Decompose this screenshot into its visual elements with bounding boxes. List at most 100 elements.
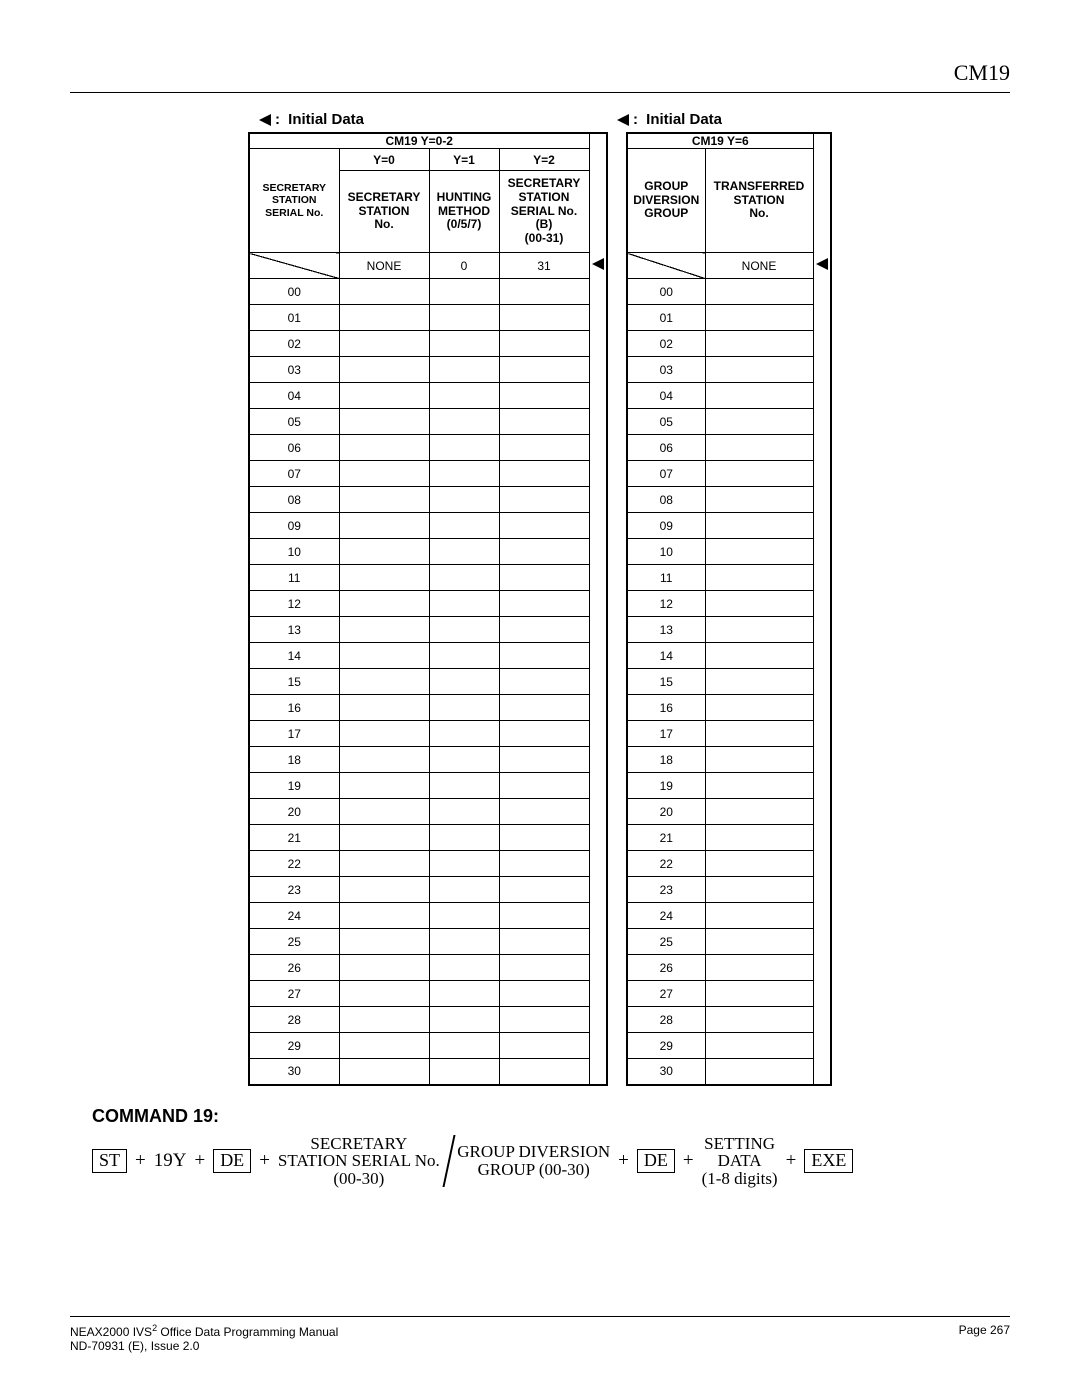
col-header: HUNTINGMETHOD(0/5/7) [429, 171, 499, 253]
table-row: 06 [627, 435, 831, 461]
default-row: NONE [627, 253, 831, 279]
plus-sign: + [786, 1150, 797, 1172]
page-code: CM19 [70, 60, 1010, 86]
table-row: 01 [627, 305, 831, 331]
table-row: 10 [249, 539, 607, 565]
table-row: 26 [249, 955, 607, 981]
table-row: 04 [249, 383, 607, 409]
table-row: 24 [249, 903, 607, 929]
table-row: 05 [627, 409, 831, 435]
table-row: 25 [627, 929, 831, 955]
table-row: 05 [249, 409, 607, 435]
setting-stack: SETTING DATA (1-8 digits) [702, 1135, 778, 1189]
header-rule [70, 92, 1010, 93]
table-row: 06 [249, 435, 607, 461]
table-row: 26 [627, 955, 831, 981]
page-number: Page 267 [959, 1323, 1010, 1353]
table-row: 20 [627, 799, 831, 825]
table-row: 12 [627, 591, 831, 617]
table-row: 13 [249, 617, 607, 643]
table-row: 22 [249, 851, 607, 877]
table-row: 00 [627, 279, 831, 305]
table-row: 14 [627, 643, 831, 669]
table-row: 18 [627, 747, 831, 773]
table-row: 00 [249, 279, 607, 305]
table-row: 08 [627, 487, 831, 513]
key-st: ST [92, 1149, 127, 1173]
key-de: DE [637, 1149, 675, 1173]
initial-data-label-right: Initial Data [646, 111, 722, 128]
table-row: 10 [627, 539, 831, 565]
table-row: 02 [627, 331, 831, 357]
col-header: TRANSFERREDSTATIONNo. [705, 149, 813, 253]
table-row: 17 [249, 721, 607, 747]
table-row: 15 [627, 669, 831, 695]
arrow-left-icon [617, 114, 629, 126]
plus-sign: + [618, 1150, 629, 1172]
table-row: 15 [249, 669, 607, 695]
table-row: 17 [627, 721, 831, 747]
table-row: 04 [627, 383, 831, 409]
table-row: 09 [627, 513, 831, 539]
y0-header: Y=0 [339, 149, 429, 171]
table-row: 30 [627, 1059, 831, 1085]
table-row: 20 [249, 799, 607, 825]
y19: 19Y [154, 1150, 187, 1172]
key-exe: EXE [804, 1149, 853, 1173]
arrow-left-icon [259, 114, 271, 126]
table-row: 14 [249, 643, 607, 669]
table-row: 24 [627, 903, 831, 929]
table-row: 18 [249, 747, 607, 773]
table-row: 08 [249, 487, 607, 513]
table-row: 03 [627, 357, 831, 383]
key-de: DE [213, 1149, 251, 1173]
table-cm19-y6: CM19 Y=6 GROUPDIVERSIONGROUP TRANSFERRED… [626, 132, 832, 1086]
table-row: 27 [627, 981, 831, 1007]
table-row: 03 [249, 357, 607, 383]
command-block: COMMAND 19: ST + 19Y + DE + SECRETARY ST… [70, 1106, 1010, 1189]
command-title: COMMAND 19: [92, 1106, 1010, 1127]
table-row: 28 [627, 1007, 831, 1033]
arrow-left-icon [592, 258, 604, 270]
default-row: NONE 0 31 [249, 253, 607, 279]
table-row: 29 [627, 1033, 831, 1059]
table-row: 23 [627, 877, 831, 903]
table-row: 25 [249, 929, 607, 955]
table-row: 11 [627, 565, 831, 591]
col-header: GROUPDIVERSIONGROUP [627, 149, 705, 253]
table-row: 16 [249, 695, 607, 721]
separator-slash [442, 1135, 455, 1187]
y1-header: Y=1 [429, 149, 499, 171]
table-row: 07 [249, 461, 607, 487]
table-row: 12 [249, 591, 607, 617]
col-header: SECRETARYSTATIONSERIAL No.(B)(00-31) [499, 171, 589, 253]
table-row: 21 [627, 825, 831, 851]
table-row: 02 [249, 331, 607, 357]
table-row: 27 [249, 981, 607, 1007]
plus-sign: + [135, 1150, 146, 1172]
table-row: 23 [249, 877, 607, 903]
table-row: 16 [627, 695, 831, 721]
y2-header: Y=2 [499, 149, 589, 171]
page-footer: NEAX2000 IVS2 Office Data Programming Ma… [70, 1316, 1010, 1353]
col-header: SECRETARYSTATIONSERIAL No. [262, 182, 326, 218]
table-row: 19 [627, 773, 831, 799]
initial-labels: : Initial Data : Initial Data [70, 111, 1010, 128]
arrow-left-icon [816, 258, 828, 270]
table-row: 21 [249, 825, 607, 851]
table-row: 11 [249, 565, 607, 591]
table-cm19-y0-2: CM19 Y=0-2 SECRETARYSTATIONSERIAL No. Y=… [248, 132, 608, 1086]
table-row: 28 [249, 1007, 607, 1033]
table-row: 30 [249, 1059, 607, 1085]
initial-data-label-left: Initial Data [288, 111, 364, 128]
plus-sign: + [194, 1150, 205, 1172]
plus-sign: + [683, 1150, 694, 1172]
table-row: 09 [249, 513, 607, 539]
table-row: 01 [249, 305, 607, 331]
group-stack: GROUP DIVERSION GROUP (00-30) [457, 1143, 610, 1179]
table-row: 13 [627, 617, 831, 643]
col-header: SECRETARYSTATIONNo. [339, 171, 429, 253]
table-row: 19 [249, 773, 607, 799]
secretary-stack: SECRETARY STATION SERIAL No. (00-30) [278, 1135, 440, 1189]
plus-sign: + [259, 1150, 270, 1172]
